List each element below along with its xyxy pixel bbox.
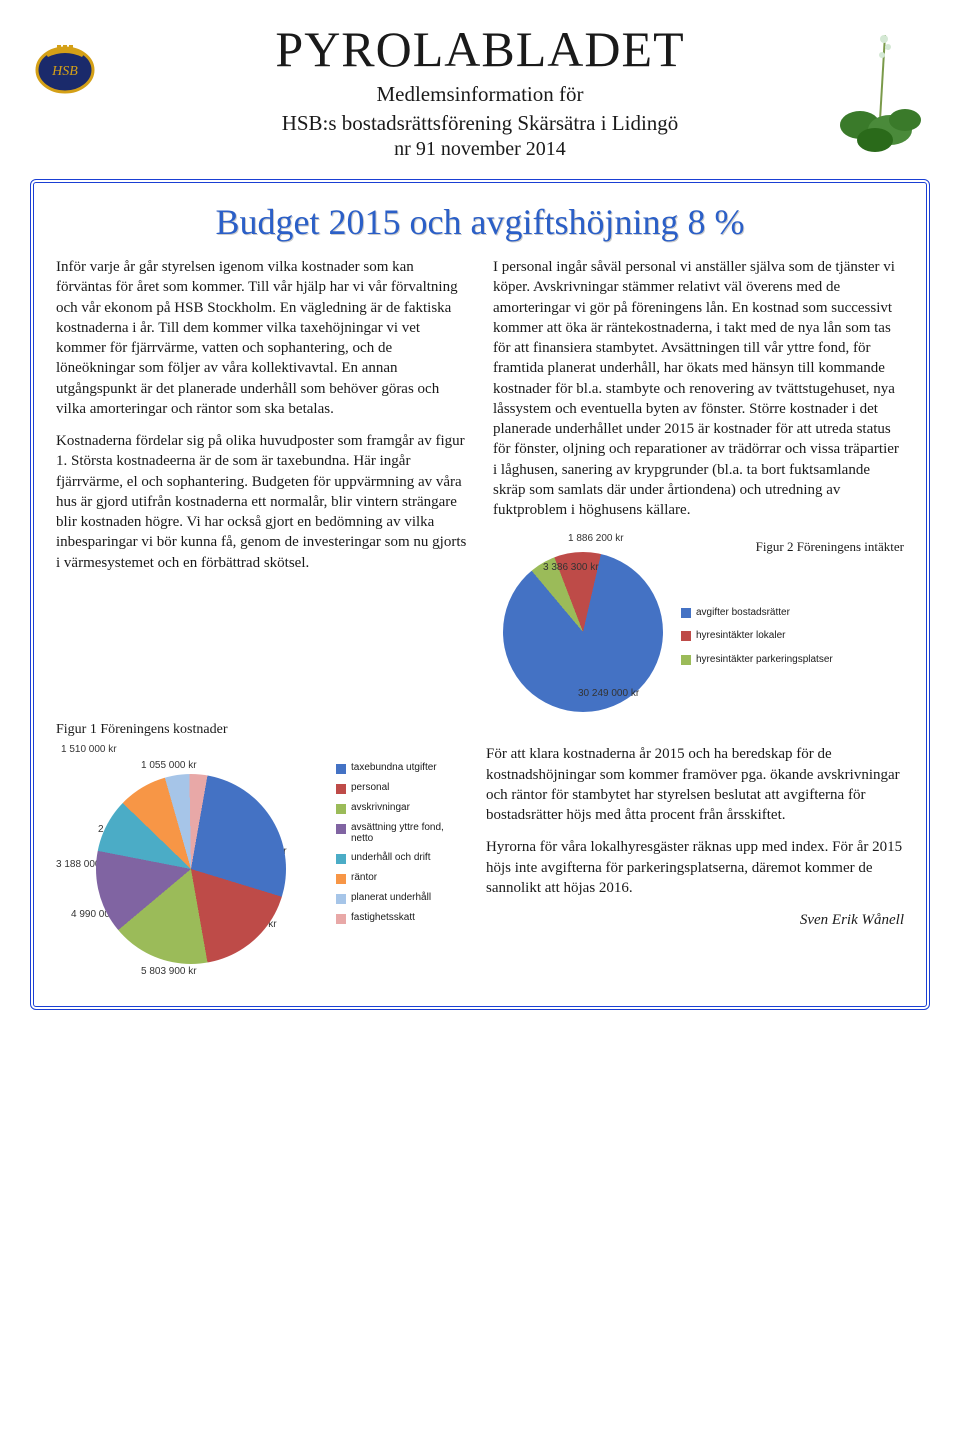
fig1-lbl-fast: 1 055 000 kr [141,760,197,771]
article-headline: Budget 2015 och avgiftshöjning 8 % [56,201,904,243]
document-header: HSB PYROLABLADET Medlemsinformation för … [30,20,930,161]
legend-item: taxebundna utgifter [336,762,466,774]
issue-line: nr 91 november 2014 [30,138,930,161]
fig2-legend: avgifter bostadsrätter hyresintäkter lok… [681,606,904,667]
left-column: Inför varje år går styrelsen igenom vilk… [56,257,467,712]
author-signature: Sven Erik Wånell [486,910,904,930]
right-column: I personal ingår såväl personal vi anstä… [493,257,904,712]
two-column-text: Inför varje år går styrelsen igenom vilk… [56,257,904,712]
left-para-2: Kostnaderna fördelar sig på olika huvudp… [56,431,467,573]
fig2-label-lokaler: 3 386 300 kr [543,562,599,573]
figure-1-section: Figur 1 Föreningens kostnader 1 510 000 … [56,722,904,984]
right-para-1: I personal ingår såväl personal vi anstä… [493,257,904,520]
bottom-right-text: För att klara kostnaderna år 2015 och ha… [486,744,904,930]
legend-item: hyresintäkter lokaler [681,629,904,643]
fig2-label-bostad: 30 249 000 kr [578,687,639,701]
legend-item: fastighetsskatt [336,912,466,924]
fig2-caption: Figur 2 Föreningens intäkter [681,538,904,556]
fig1-pie-chart [96,774,286,964]
fig1-lbl-plan: 1 510 000 kr [61,744,117,755]
legend-item: räntor [336,872,466,884]
subtitle-line2: HSB:s bostadsrättsförening Skärsätra i L… [30,111,930,136]
fig2-pie-wrap: 1 886 200 kr 3 386 300 kr 30 249 000 kr [493,532,673,712]
legend-item: personal [336,782,466,794]
hsb-logo: HSB [30,35,100,95]
figure-2-container: 1 886 200 kr 3 386 300 kr 30 249 000 kr … [493,532,904,712]
legend-item: avsättning yttre fond, netto [336,822,466,844]
fig1-caption: Figur 1 Föreningens kostnader [56,722,904,738]
legend-item: planerat underhåll [336,892,466,904]
left-para-1: Inför varje år går styrelsen igenom vilk… [56,257,467,419]
legend-item: avgifter bostadsrätter [681,606,904,620]
bottom-para-2: Hyrorna för våra lokalhyresgäster räknas… [486,837,904,898]
svg-text:HSB: HSB [51,64,78,79]
bottom-para-1: För att klara kostnaderna år 2015 och ha… [486,744,904,825]
fig2-label-parkering: 1 886 200 kr [568,532,624,546]
main-content-frame: Budget 2015 och avgiftshöjning 8 % Inför… [30,179,930,1010]
legend-item: hyresintäkter parkeringsplatser [681,653,904,667]
legend-item: avskrivningar [336,802,466,814]
fig1-pie-wrap: 1 510 000 kr 1 055 000 kr 2 939 000kr 3 … [56,744,316,984]
subtitle-line1: Medlemsinformation för [30,82,930,107]
legend-item: underhåll och drift [336,852,466,864]
masthead-title: PYROLABLADET [30,20,930,78]
pyrola-plant-illustration [830,25,930,155]
fig1-legend: taxebundna utgifter personal avskrivning… [336,762,466,924]
fig1-lbl-avskr: 5 803 900 kr [141,966,197,977]
